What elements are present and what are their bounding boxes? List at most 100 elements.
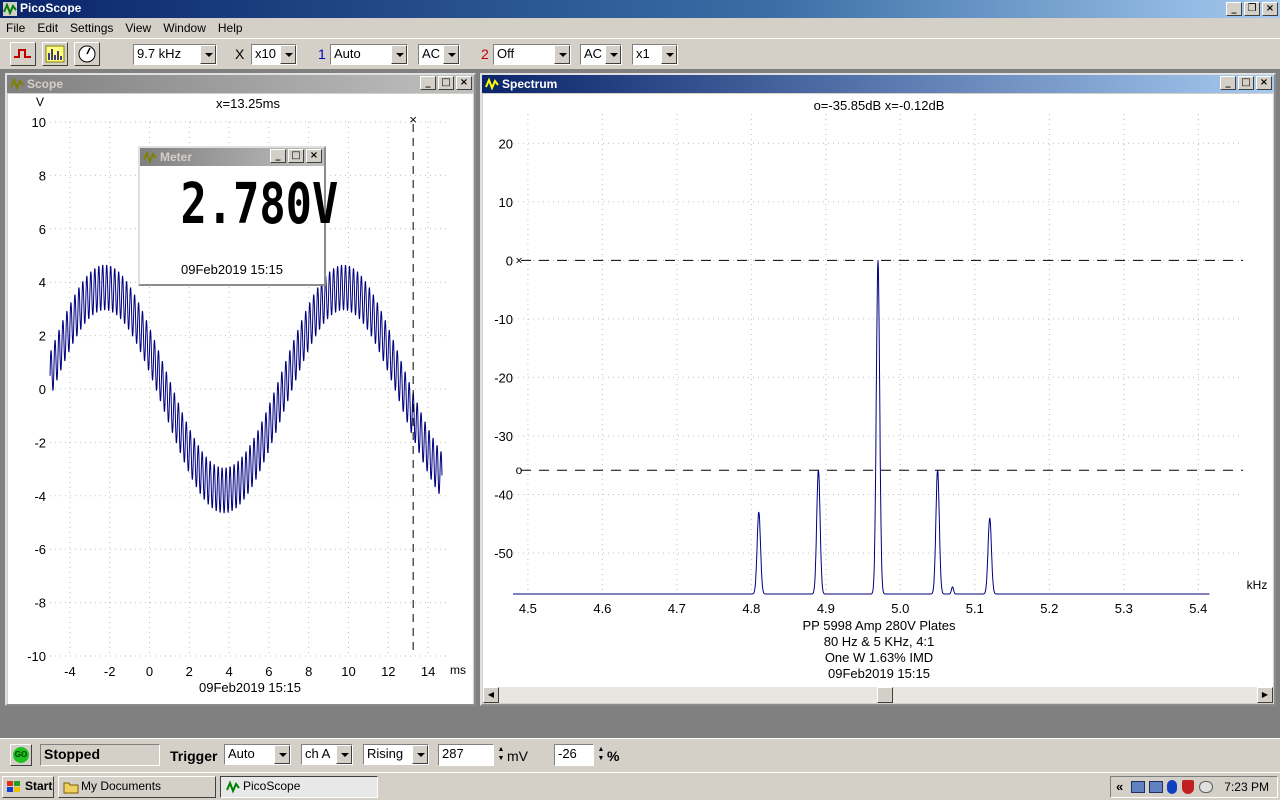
- network-icon[interactable]: [1131, 781, 1145, 793]
- channel-2-coupling-select[interactable]: AC: [580, 44, 622, 65]
- spectrum-note-line-1: PP 5998 Amp 280V Plates: [803, 618, 956, 633]
- bluetooth-icon[interactable]: [1167, 780, 1177, 794]
- meter-dial-icon: [78, 45, 96, 63]
- scope-x-tick-label: -2: [104, 664, 116, 679]
- scope-x-tick-label: 2: [186, 664, 193, 679]
- trigger-mode-select[interactable]: Auto: [224, 744, 291, 765]
- spectrum-x-unit: kHz: [1247, 578, 1268, 592]
- start-button[interactable]: Start: [2, 776, 54, 798]
- scroll-right-arrow-icon[interactable]: ▶: [1257, 687, 1273, 703]
- channel-1-coupling-value: AC: [422, 46, 441, 61]
- toolbar: 9.7 kHz X x10 1 Auto AC 2 Off AC x1: [0, 38, 1280, 70]
- picoscope-app-icon: [3, 2, 17, 16]
- spectrum-close-button[interactable]: ×: [1256, 76, 1272, 90]
- menu-view[interactable]: View: [125, 21, 152, 35]
- scope-window-title: Scope: [27, 77, 64, 91]
- scope-y-tick-label: -6: [34, 542, 46, 557]
- spectrum-reference-marker: o: [516, 463, 523, 477]
- meter-view-button[interactable]: [74, 42, 100, 66]
- spectrum-minimize-button[interactable]: _: [1220, 76, 1236, 90]
- go-button[interactable]: GO: [10, 744, 32, 766]
- scope-x-tick-label: 14: [421, 664, 435, 679]
- pretrigger-spinner-icon[interactable]: ▲ ▼: [597, 746, 605, 762]
- trigger-level-value: 287: [442, 746, 464, 761]
- menu-window[interactable]: Window: [163, 21, 206, 35]
- scope-footer-timestamp: 09Feb2019 15:15: [199, 680, 301, 695]
- scope-y-tick-label: 10: [32, 115, 46, 130]
- channel-2-coupling-value: AC: [584, 46, 603, 61]
- scope-wave-icon: [14, 49, 31, 58]
- spectrum-x-tick-label: 5.1: [966, 601, 984, 616]
- taskbar-item-picoscope[interactable]: PicoScope: [220, 776, 378, 798]
- spectrum-x-tick-label: 5.0: [891, 601, 909, 616]
- volume-icon[interactable]: [1199, 781, 1213, 793]
- scope-cursor-marker[interactable]: ×: [409, 112, 417, 127]
- trigger-level-spinner-icon[interactable]: ▲ ▼: [497, 746, 505, 762]
- scope-cursor-readout: x=13.25ms: [216, 96, 280, 111]
- channel-2-range-select[interactable]: Off: [493, 44, 571, 65]
- spectrum-maximize-button[interactable]: □: [1238, 76, 1254, 90]
- trigger-level-input[interactable]: 287 ▲ ▼: [438, 744, 504, 766]
- scope-close-button[interactable]: ×: [456, 76, 472, 90]
- scope-y-tick-label: -4: [34, 489, 46, 504]
- timebase-select[interactable]: 9.7 kHz: [133, 44, 217, 65]
- minimize-button[interactable]: _: [1226, 2, 1242, 16]
- scope-y-tick-label: -10: [27, 649, 46, 664]
- spectrum-view-button[interactable]: [42, 42, 68, 66]
- x-multiplier-select[interactable]: x10: [251, 44, 297, 65]
- meter-close-button[interactable]: ×: [306, 149, 322, 163]
- scope-x-tick-label: 0: [146, 664, 153, 679]
- channel-1-range-select[interactable]: Auto: [330, 44, 408, 65]
- meter-window-titlebar[interactable]: Meter _ □ ×: [140, 148, 324, 166]
- spectrum-x-tick-label: 5.2: [1040, 601, 1058, 616]
- scope-maximize-button[interactable]: □: [438, 76, 454, 90]
- trigger-edge-select[interactable]: Rising: [363, 744, 429, 765]
- taskbar-item-label: My Documents: [81, 779, 162, 793]
- menu-settings[interactable]: Settings: [70, 21, 114, 35]
- trigger-channel-select[interactable]: ch A: [301, 744, 353, 765]
- spectrum-horizontal-scrollbar[interactable]: ◀ ▶: [483, 687, 1273, 703]
- trigger-channel-value: ch A: [305, 746, 331, 761]
- channel-1-coupling-select[interactable]: AC: [418, 44, 460, 65]
- scope-x-tick-label: 6: [265, 664, 272, 679]
- windows-logo-icon: [7, 781, 20, 792]
- spectrum-y-tick-label: 0: [506, 253, 513, 268]
- scope-x-tick-label: -4: [64, 664, 76, 679]
- scroll-left-arrow-icon[interactable]: ◀: [483, 687, 499, 703]
- scope-y-tick-label: 2: [39, 329, 46, 344]
- go-light-icon: GO: [13, 747, 29, 763]
- tray-expand-icon[interactable]: «: [1116, 779, 1124, 794]
- trigger-level-unit: mV: [507, 748, 528, 764]
- system-tray: « 7:23 PM: [1110, 776, 1278, 798]
- pretrigger-value: -26: [558, 746, 577, 761]
- spectrum-x-tick-label: 4.6: [593, 601, 611, 616]
- spectrum-y-tick-label: 10: [499, 195, 513, 210]
- scrollbar-thumb[interactable]: [877, 687, 893, 703]
- scope-x-unit: ms: [450, 663, 466, 677]
- meter-maximize-button[interactable]: □: [288, 149, 304, 163]
- scope-y-tick-label: 8: [39, 168, 46, 183]
- network-disconnected-icon[interactable]: [1149, 781, 1163, 793]
- spectrum-y-tick-label: -10: [494, 312, 513, 327]
- pretrigger-input[interactable]: -26 ▲ ▼: [554, 744, 604, 766]
- taskbar-item-my-documents[interactable]: My Documents: [58, 776, 216, 798]
- start-label: Start: [25, 779, 53, 793]
- timebase-value: 9.7 kHz: [137, 46, 182, 61]
- meter-minimize-button[interactable]: _: [270, 149, 286, 163]
- close-button[interactable]: ×: [1262, 2, 1278, 16]
- scope-window-titlebar[interactable]: Scope _ □ ×: [7, 75, 474, 93]
- spectrum-x-tick-label: 4.7: [668, 601, 686, 616]
- scope-view-button[interactable]: [10, 42, 36, 66]
- spectrum-plot-area[interactable]: o=-35.85dB x=-0.12dB 20 10 0 -10 -20 -30 -40 -5…: [483, 94, 1273, 687]
- menu-file[interactable]: File: [6, 21, 26, 35]
- trigger-label: Trigger: [170, 748, 218, 764]
- channel-2-multiplier-select[interactable]: x1: [632, 44, 678, 65]
- security-shield-icon[interactable]: [1182, 780, 1194, 794]
- spectrum-x-tick-label: 5.4: [1189, 601, 1207, 616]
- restore-button[interactable]: ❐: [1244, 2, 1260, 16]
- scope-minimize-button[interactable]: _: [420, 76, 436, 90]
- menu-edit[interactable]: Edit: [37, 21, 59, 35]
- scope-y-tick-label: -2: [34, 435, 46, 450]
- spectrum-window-titlebar[interactable]: Spectrum _ □ ×: [482, 75, 1274, 93]
- menu-help[interactable]: Help: [217, 21, 243, 35]
